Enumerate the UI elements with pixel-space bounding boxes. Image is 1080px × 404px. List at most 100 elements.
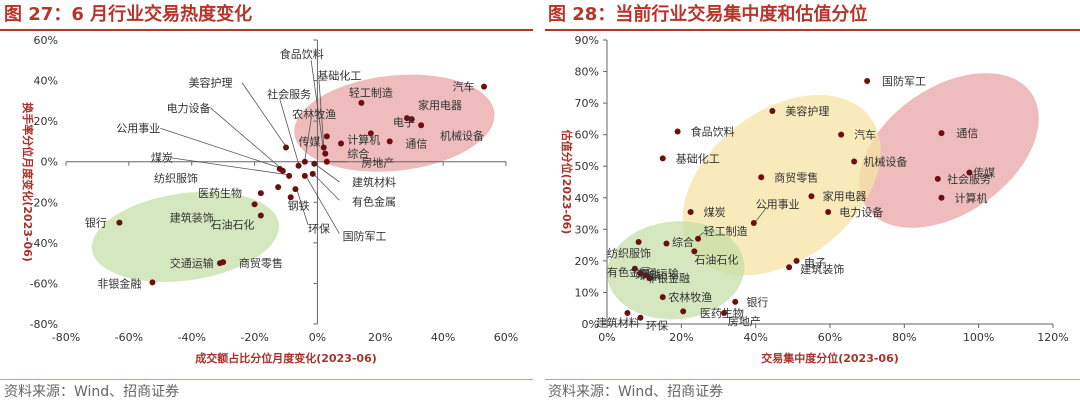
- point-label: 通信: [405, 137, 427, 150]
- point-label: 家用电器: [823, 189, 867, 203]
- point-label: 计算机: [955, 191, 988, 205]
- data-point: [934, 175, 941, 182]
- leader-line: [210, 107, 284, 171]
- group-ellipse: [607, 221, 745, 320]
- point-label: 建筑装饰: [800, 262, 844, 276]
- data-point: [750, 220, 757, 227]
- data-point: [659, 294, 666, 301]
- data-point: [624, 309, 631, 316]
- data-point: [116, 219, 123, 226]
- y-tick-label: 60%: [34, 34, 58, 47]
- leader-line: [318, 80, 325, 146]
- point-label: 环保: [646, 319, 668, 333]
- y-tick-label: 30%: [575, 223, 599, 236]
- y-tick-label: 0%: [41, 156, 58, 169]
- x-tick-label: 80%: [892, 331, 916, 344]
- y-tick-label: 60%: [575, 129, 599, 142]
- point-label: 银行: [746, 295, 768, 309]
- point-label: 纺织服饰: [154, 171, 198, 185]
- data-point: [367, 130, 374, 137]
- point-label: 机械设备: [863, 154, 907, 168]
- point-label: 电子: [804, 256, 826, 269]
- y-tick-label: 40%: [34, 75, 58, 88]
- point-label: 商贸零售: [774, 170, 818, 184]
- data-point: [825, 208, 832, 215]
- data-point: [311, 160, 318, 167]
- figure-28-source: 资料来源：Wind、招商证券: [548, 384, 724, 400]
- y-tick-label: 90%: [575, 34, 599, 47]
- y-axis-title: 估值分位(2023-06): [560, 129, 574, 235]
- point-label: 商贸零售: [239, 256, 283, 270]
- data-point: [938, 130, 945, 137]
- data-point: [966, 169, 973, 176]
- point-label: 计算机: [347, 132, 380, 146]
- data-point: [680, 308, 687, 315]
- group-ellipse: [91, 191, 279, 282]
- point-label: 建筑材料: [596, 315, 640, 329]
- x-tick-label: 0%: [309, 331, 326, 344]
- data-point: [721, 309, 728, 316]
- point-label: 银行: [85, 216, 107, 230]
- point-label: 综合: [347, 147, 369, 161]
- data-point: [275, 184, 282, 191]
- figure-27-title: 图 27：6 月行业交易热度变化: [4, 4, 253, 25]
- data-point: [149, 279, 156, 286]
- point-label: 非银金融: [97, 276, 141, 290]
- figure-28-title-rule: [545, 29, 1080, 31]
- point-label: 国防军工: [343, 229, 387, 243]
- leader-line: [304, 119, 312, 160]
- point-label: 非银金融: [646, 271, 690, 285]
- data-point: [793, 257, 800, 264]
- y-tick-label: 80%: [575, 66, 599, 79]
- data-point: [851, 158, 858, 165]
- data-point: [301, 158, 308, 165]
- point-label: 建筑装饰: [170, 211, 214, 225]
- leader-line: [169, 157, 290, 176]
- y-tick-label: -40%: [30, 237, 58, 250]
- data-point: [323, 133, 330, 140]
- point-label: 国防军工: [882, 74, 926, 88]
- data-point: [864, 78, 871, 85]
- point-label: 电力设备: [839, 205, 883, 219]
- data-point: [404, 115, 410, 122]
- x-tick-label: 100%: [963, 331, 994, 344]
- x-tick-label: 20%: [368, 331, 392, 344]
- x-axis-title: 交易集中度分位(2023-06): [761, 351, 899, 365]
- data-point: [287, 194, 294, 201]
- data-point: [257, 190, 264, 197]
- y-tick-label: 0%: [582, 318, 599, 331]
- y-tick-label: 50%: [575, 160, 599, 173]
- point-label: 公用事业: [116, 122, 160, 135]
- y-tick-label: -60%: [30, 277, 58, 290]
- data-point: [301, 172, 308, 179]
- data-point: [292, 186, 299, 193]
- x-tick-label: -20%: [240, 331, 268, 344]
- point-label: 基础化工: [317, 69, 361, 83]
- point-label: 食品饮料: [280, 47, 324, 61]
- x-tick-label: 20%: [669, 331, 693, 344]
- x-tick-label: 40%: [431, 331, 455, 344]
- data-point: [276, 165, 283, 172]
- x-tick-label: 40%: [743, 331, 767, 344]
- y-tick-label: -80%: [30, 318, 58, 331]
- leader-line: [306, 176, 340, 234]
- leader-line: [315, 164, 340, 183]
- group-ellipse: [859, 73, 1039, 228]
- data-point: [646, 275, 653, 282]
- leader-line: [241, 82, 287, 147]
- point-label: 环保: [308, 222, 330, 236]
- data-point: [769, 108, 776, 114]
- data-point: [695, 235, 702, 242]
- point-label: 纺织服饰: [607, 246, 651, 260]
- point-label: 有色金属: [352, 194, 396, 208]
- data-point: [659, 155, 666, 162]
- point-label: 社会服务: [947, 172, 991, 186]
- data-point: [338, 140, 344, 147]
- point-label: 传媒: [973, 167, 995, 180]
- x-tick-label: 60%: [818, 331, 842, 344]
- data-point: [283, 144, 289, 151]
- data-point: [938, 194, 945, 201]
- data-point: [838, 131, 845, 138]
- data-point: [732, 298, 739, 305]
- point-label: 医药生物: [198, 186, 242, 200]
